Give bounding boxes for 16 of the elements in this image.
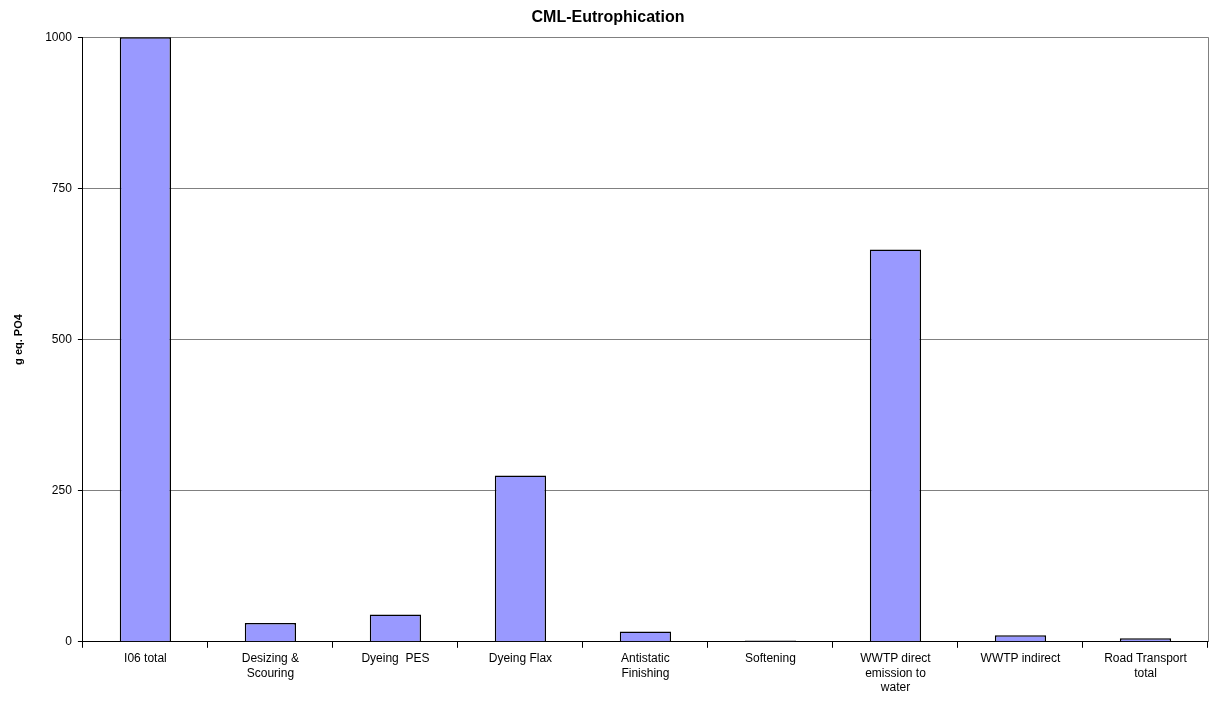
y-axis-title: g eq. PO4 [11, 313, 24, 365]
x-tick-label: Road Transport total [1104, 651, 1188, 680]
chart-title: CML-Eutrophication [531, 8, 685, 26]
x-tick-label: Antistatic Finishing [621, 651, 670, 680]
y-tick-label: 250 [51, 482, 73, 497]
y-tick-label: 500 [51, 331, 73, 346]
y-tick-label: 1000 [45, 29, 73, 44]
y-tick-label: 750 [51, 180, 73, 195]
x-tick-label: Softening [745, 651, 796, 666]
x-tick-label: Desizing & Scouring [241, 651, 300, 680]
y-tick-label: 0 [65, 634, 73, 649]
x-tick-label: WWTP indirect [980, 651, 1062, 666]
x-tick-label: Dyeing Flax [488, 651, 553, 666]
x-tick-label: WWTP direct emission to water [860, 651, 932, 695]
x-tick-label: I06 total [124, 651, 167, 666]
x-tick-label: Dyeing PES [361, 651, 430, 666]
